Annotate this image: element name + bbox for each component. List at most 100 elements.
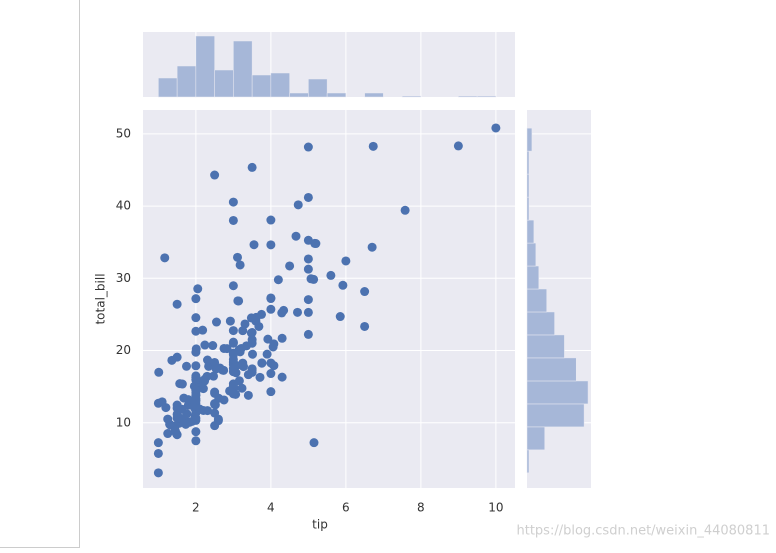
histogram-bar — [364, 92, 384, 98]
point — [153, 438, 163, 448]
point — [228, 364, 238, 374]
point — [210, 170, 220, 180]
point — [202, 371, 212, 381]
point — [341, 256, 351, 266]
point — [233, 252, 242, 262]
point — [326, 270, 336, 280]
point — [303, 142, 313, 152]
y-tick-label: 30 — [116, 271, 131, 285]
point — [310, 238, 320, 248]
point — [219, 365, 229, 375]
histogram-bar — [526, 173, 530, 198]
point — [249, 240, 259, 250]
point — [360, 287, 370, 297]
point — [210, 421, 220, 431]
point — [198, 384, 208, 394]
point — [165, 419, 175, 429]
point — [191, 361, 201, 371]
point — [255, 372, 265, 382]
histogram-bar — [214, 69, 234, 98]
point — [257, 309, 266, 319]
point — [198, 325, 208, 335]
point — [277, 308, 287, 318]
point — [367, 242, 377, 252]
point — [225, 386, 235, 396]
point — [262, 349, 272, 359]
point — [191, 326, 201, 336]
point — [182, 361, 191, 371]
point — [160, 253, 170, 263]
histogram-bar — [526, 150, 530, 175]
point — [293, 307, 302, 317]
point — [368, 141, 378, 151]
point — [268, 342, 278, 352]
point — [400, 205, 410, 215]
histogram-bar — [401, 95, 422, 98]
histogram-bar — [526, 403, 585, 428]
point — [266, 304, 276, 314]
point — [228, 326, 238, 336]
point — [277, 372, 287, 382]
point — [163, 429, 173, 439]
x-axis-label: tip — [312, 518, 328, 532]
histogram-bar — [308, 78, 328, 98]
point — [195, 404, 205, 414]
point — [266, 358, 276, 368]
histogram-bar — [251, 74, 272, 98]
y-tick-label: 20 — [116, 343, 131, 357]
histogram-bar — [233, 40, 253, 98]
point — [191, 347, 201, 357]
point — [303, 295, 313, 305]
point — [266, 387, 276, 397]
histogram-bar — [526, 380, 589, 405]
point — [246, 313, 256, 323]
histogram-bar — [176, 65, 197, 98]
point — [200, 340, 210, 350]
point — [291, 231, 301, 241]
histogram-bar — [526, 219, 535, 244]
axes-background — [143, 110, 515, 488]
histogram-bar — [195, 35, 215, 98]
point — [222, 344, 232, 354]
point — [303, 192, 313, 202]
point — [309, 274, 319, 284]
point — [193, 284, 203, 294]
histogram-bar — [270, 72, 290, 98]
point — [235, 260, 245, 270]
point — [246, 328, 256, 338]
point — [177, 404, 187, 414]
point — [153, 448, 163, 458]
point — [360, 321, 370, 331]
point — [238, 358, 248, 368]
histogram-bar — [158, 77, 178, 98]
x-tick-label: 8 — [417, 501, 425, 515]
point — [161, 403, 171, 413]
point — [228, 215, 238, 225]
histogram-bar — [526, 311, 555, 336]
point — [187, 416, 197, 426]
point — [191, 313, 201, 323]
point — [225, 316, 235, 326]
point — [248, 349, 257, 359]
point — [263, 334, 273, 344]
point — [247, 364, 257, 374]
point — [266, 293, 276, 303]
histogram-bar — [476, 95, 497, 98]
point — [191, 294, 201, 304]
point — [338, 280, 348, 290]
histogram-bar — [526, 449, 530, 474]
point — [167, 355, 177, 365]
histogram-bar — [526, 426, 545, 451]
point — [153, 468, 163, 478]
point — [228, 354, 238, 364]
point — [453, 141, 463, 151]
x-tick-label: 4 — [267, 501, 275, 515]
point — [177, 379, 187, 389]
histogram-bar — [526, 265, 540, 290]
point — [209, 371, 218, 381]
point — [277, 333, 287, 343]
point — [266, 240, 276, 250]
y-tick-label: 40 — [116, 199, 131, 213]
